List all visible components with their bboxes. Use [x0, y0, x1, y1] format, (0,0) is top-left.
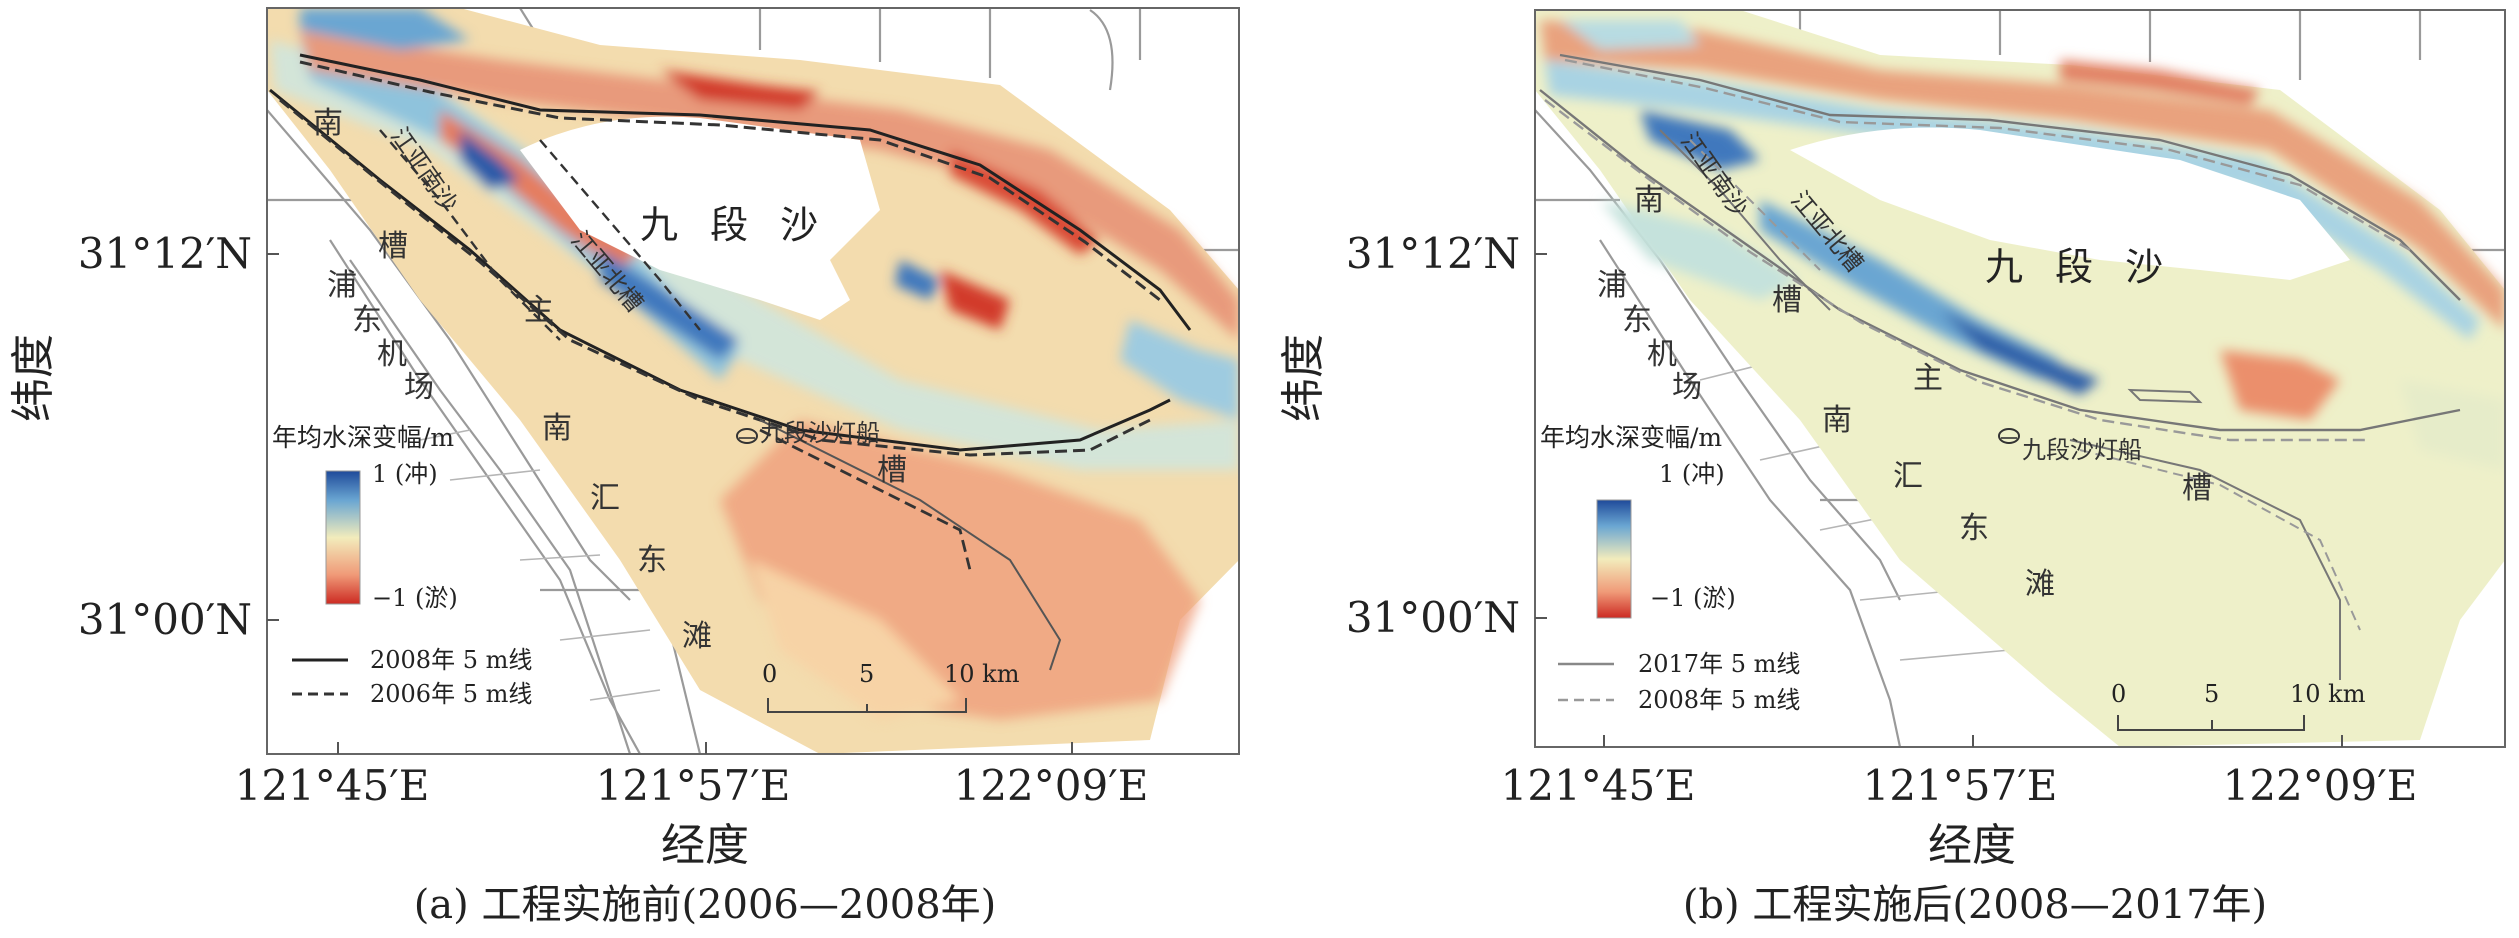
- label-hui-a: 汇: [590, 481, 620, 516]
- lon-tick-3-a: 122°09′E: [954, 761, 1149, 810]
- label-cao2-b: 槽: [2182, 471, 2212, 506]
- colorbar-a: [325, 470, 361, 605]
- colorbar-max-label-a: 1 (冲): [372, 460, 438, 488]
- label-nan-a: 南: [313, 106, 343, 141]
- lon-tick-3-b: 122°09′E: [2223, 761, 2418, 810]
- y-axis-title-b: 纬度: [1278, 334, 1329, 422]
- axis-ticks-a: 31°12′N 31°00′N 121°45′E 121°57′E 122°09…: [78, 229, 1149, 810]
- label-chang-b: 场: [1672, 370, 1702, 405]
- scale-label-0-a: 0: [762, 660, 777, 688]
- lightship-marker-a: [736, 428, 758, 444]
- label-cao-b: 槽: [1772, 283, 1802, 318]
- label-dong-b: 东: [1622, 303, 1652, 338]
- scale-label-5-b: 5: [2204, 680, 2219, 708]
- map-frame-a: [266, 7, 1240, 755]
- label-zhu-b: 主: [1913, 361, 1943, 396]
- label-cao2-a: 槽: [877, 453, 907, 488]
- label-ji-a: 机: [377, 337, 407, 372]
- caption-b: (b) 工程实施后(2008—2017年): [1683, 882, 2267, 928]
- scale-bar-a: 0 5 10 km: [762, 660, 1020, 713]
- label-zhu-a: 主: [524, 293, 554, 328]
- legend-a: 年均水深变幅/m 1 (冲) −1 (淤) 2008年 5 m线 2006年 5…: [272, 423, 532, 708]
- scale-label-0-b: 0: [2111, 680, 2126, 708]
- label-cao-a: 槽: [378, 229, 408, 264]
- panel-a: 九 段 沙 南 槽 主 浦 东 机 场 南 汇 东 滩 槽 江亚南沙 江亚北槽 …: [78, 7, 1240, 928]
- label-dong-a: 东: [352, 303, 382, 338]
- map-frame-b: [1534, 9, 2506, 748]
- legend-solid-label-b: 2017年 5 m线: [1638, 650, 1800, 678]
- label-tan-a: 滩: [682, 619, 712, 654]
- legend-b: 年均水深变幅/m 1 (冲) −1 (淤) 2017年 5 m线 2008年 5…: [1540, 423, 1800, 714]
- label-jiuduansha-a: 九 段 沙: [640, 203, 828, 247]
- axis-ticks-b: 31°12′N 31°00′N 121°45′E 121°57′E 122°09…: [1346, 229, 2418, 810]
- lon-tick-1-a: 121°45′E: [235, 761, 430, 810]
- colorbar-max-label-b: 1 (冲): [1659, 460, 1725, 488]
- colorbar-b: [1596, 499, 1632, 619]
- label-nan-b: 南: [1634, 183, 1664, 218]
- lon-tick-1-b: 121°45′E: [1501, 761, 1696, 810]
- scale-label-5-a: 5: [859, 660, 874, 688]
- label-pu-b: 浦: [1597, 268, 1627, 303]
- caption-a: (a) 工程实施前(2006—2008年): [414, 882, 997, 928]
- label-jiuduansha-b: 九 段 沙: [1985, 245, 2173, 289]
- legend-dashed-label-a: 2006年 5 m线: [370, 680, 532, 708]
- label-dong2-a: 东: [637, 543, 667, 578]
- panel-b: 九 段 沙 南 槽 主 浦 东 机 场 南 汇 东 滩 槽 江亚南沙 江亚北槽 …: [1346, 9, 2506, 928]
- lat-tick-1-a: 31°12′N: [78, 229, 252, 278]
- x-axis-title-a: 经度: [661, 820, 749, 871]
- jiuduansha-island-b: [1790, 127, 2350, 280]
- isobath-lines-a: [269, 53, 1192, 671]
- lon-tick-2-b: 121°57′E: [1863, 761, 2058, 810]
- colorbar-min-label-b: −1 (淤): [1650, 584, 1736, 612]
- legend-title-a: 年均水深变幅/m: [272, 423, 454, 452]
- label-nan2-b: 南: [1822, 403, 1852, 438]
- legend-title-b: 年均水深变幅/m: [1540, 423, 1722, 452]
- lightship-marker-b: [1998, 428, 2020, 444]
- lat-tick-1-b: 31°12′N: [1346, 229, 1520, 278]
- label-nan2-a: 南: [542, 411, 572, 446]
- label-lightship-a: 九段沙灯船: [760, 419, 880, 447]
- label-tan-b: 滩: [2025, 567, 2055, 602]
- legend-solid-label-a: 2008年 5 m线: [370, 646, 532, 674]
- y-axis-title-a: 纬度: [8, 334, 59, 422]
- scale-bar-b: 0 5 10 km: [2111, 680, 2366, 731]
- isobath-lines-b: [1539, 53, 2461, 680]
- jiuduansha-island-a: [520, 116, 880, 320]
- land-roads-a: [267, 8, 1239, 754]
- lat-tick-2-a: 31°00′N: [78, 595, 252, 644]
- lat-tick-2-b: 31°00′N: [1346, 593, 1520, 642]
- label-hui-b: 汇: [1893, 459, 1923, 494]
- colorbar-min-label-a: −1 (淤): [372, 584, 458, 612]
- lon-tick-2-a: 121°57′E: [596, 761, 791, 810]
- scale-label-10-a: 10 km: [944, 660, 1020, 688]
- label-pu-a: 浦: [327, 268, 357, 303]
- label-dong2-b: 东: [1959, 511, 1989, 546]
- label-chang-a: 场: [404, 370, 434, 405]
- depth-change-field-b: [1535, 10, 2505, 747]
- label-ji-b: 机: [1647, 337, 1677, 372]
- legend-dashed-label-b: 2008年 5 m线: [1638, 686, 1800, 714]
- x-axis-title-b: 经度: [1928, 820, 2016, 871]
- place-labels-b: 九 段 沙 南 槽 主 浦 东 机 场 南 汇 东 滩 槽 江亚南沙 江亚北槽 …: [1597, 127, 2212, 602]
- label-lightship-b: 九段沙灯船: [2022, 436, 2142, 464]
- scale-label-10-b: 10 km: [2290, 680, 2366, 708]
